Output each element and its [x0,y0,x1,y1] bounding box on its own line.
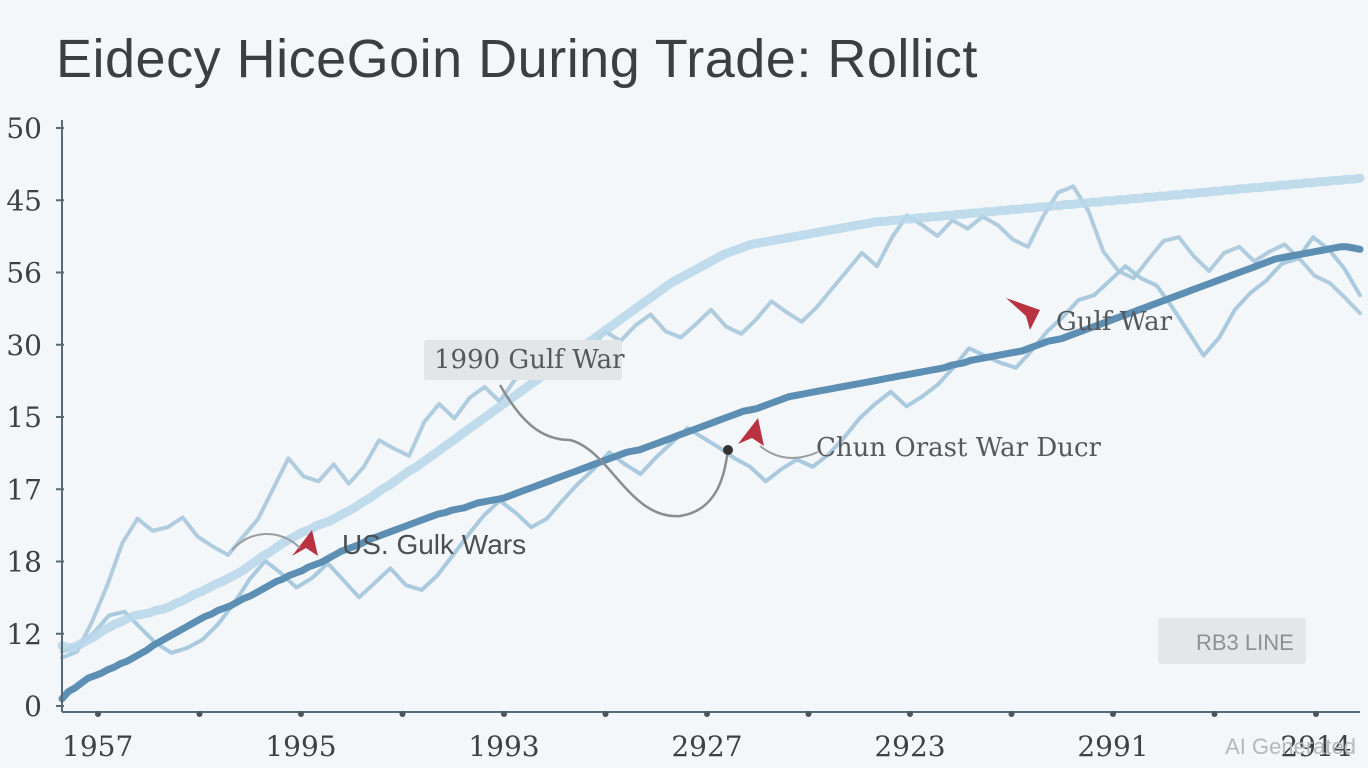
x-tick-mark [399,711,406,717]
y-tick-label: 30 [6,329,42,362]
red-arrow-icon [292,530,318,556]
red-arrow-icon [1006,298,1040,330]
legend-box-label: RB3 LINE [1196,630,1294,655]
legend-box-bg [1158,618,1306,664]
series-line-1 [58,243,1364,703]
series-line-2 [57,173,1365,653]
y-tick-label: 45 [6,184,42,217]
red-arrow-icon [738,418,764,446]
annotation-us-gulf-wars: US. Gulk Wars [231,529,526,560]
y-tick-label: 17 [6,473,42,506]
y-tick-label: 18 [6,546,42,579]
annotation-gulf-war: Gulf War [1006,298,1173,337]
x-tick-label: 2927 [671,730,742,763]
x-tick-labels: 1957 1995 1993 2927 2923 2991 2914 [62,711,1352,763]
legend-box: RB3 LINE [1158,618,1306,664]
chart-title: Eidecy HiceGoin During Trade: Rollict [56,29,978,89]
series-line-3 [60,184,1362,660]
x-tick-mark [95,711,101,717]
annotation-1990-gulf-war: 1990 Gulf War [424,340,733,518]
x-tick-mark [196,711,203,717]
x-tick-mark [298,711,304,717]
lines-layer [57,173,1365,703]
x-tick-mark [602,711,609,717]
x-tick-label: 1993 [468,730,539,763]
annotation-chun-orast-war: Chun Orast War Ducr [738,418,1102,463]
x-tick-label: 2914 [1280,730,1351,763]
ai-generated-watermark: AI Generated [1225,734,1356,759]
y-tick-label: 15 [6,401,42,434]
annotation-leader [231,533,301,551]
x-tick-mark [805,711,812,717]
y-tick-labels: 0 12 18 17 15 30 56 45 50 [6,112,64,723]
annotation-label: Chun Orast War Ducr [816,433,1102,463]
y-tick-label: 0 [24,690,42,723]
x-tick-mark [704,711,710,717]
annotation-leader [498,384,730,518]
annotation-leader [759,445,819,460]
annotation-dot [723,445,733,455]
annotation-label: Gulf War [1056,307,1173,337]
x-tick-label: 2991 [1077,730,1148,763]
x-tick-mark [1313,711,1319,717]
y-tick-label: 12 [6,618,42,651]
x-tick-mark [1008,711,1015,717]
y-tick-label: 56 [6,257,42,290]
x-tick-mark [501,711,507,717]
annotation-label: 1990 Gulf War [434,345,625,375]
y-tick-label: 50 [6,112,42,145]
x-tick-mark [1110,711,1116,717]
series-line-4 [60,235,1362,655]
annotation-label: US. Gulk Wars [342,529,526,560]
annotation-box [424,340,622,380]
x-tick-mark [907,711,913,717]
x-tick-label: 1995 [265,730,336,763]
x-tick-mark [1211,711,1218,717]
x-tick-label: 2923 [874,730,945,763]
x-tick-label: 1957 [62,730,133,763]
